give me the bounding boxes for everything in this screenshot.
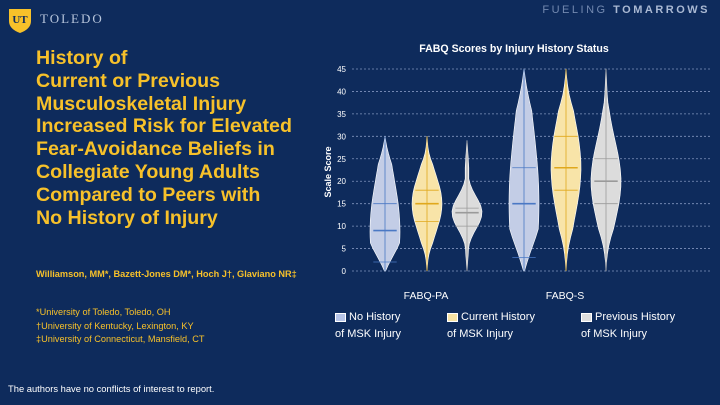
chart-legend: No History of MSK Injury Current History of… [330, 310, 720, 350]
y-tick-label: 30 [337, 132, 346, 141]
y-tick-label: 5 [342, 245, 347, 254]
title-line: Compared to Peers with [36, 183, 261, 206]
tagline: FUELING TOMARROWS [542, 4, 710, 16]
affiliation-line: *University of Toledo, Toledo, OH [36, 307, 171, 317]
authors: Williamson, MM*, Bazett-Jones DM*, Hoch … [36, 269, 297, 279]
title-line: Fear-Avoidance Beliefs in [36, 138, 275, 161]
legend-swatch [447, 313, 458, 322]
brand-name: TOLEDO [40, 11, 104, 26]
x-category-label: FABQ-S [546, 290, 585, 302]
y-tick-label: 20 [337, 177, 346, 186]
title-line: No History of Injury [36, 206, 218, 229]
y-tick-label: 35 [337, 110, 346, 119]
title-line: Musculoskeletal Injury [36, 92, 247, 115]
chart-title: FABQ Scores by Injury History Status [419, 43, 609, 55]
y-tick-label: 45 [337, 65, 346, 74]
header-bar: UT TOLEDO FUELING TOMARROWS [0, 0, 720, 34]
x-category-label: FABQ-PA [404, 290, 449, 302]
title-line: Collegiate Young Adults [36, 160, 260, 183]
disclosure-footer: The authors have no conflicts of interes… [8, 383, 215, 394]
title-line: Increased Risk for Elevated [36, 115, 292, 138]
title-line: History of [36, 47, 128, 69]
y-tick-label: 0 [342, 267, 347, 276]
legend-label-line1: Current History [461, 311, 535, 323]
y-tick-label: 15 [337, 200, 346, 209]
poster-title: History of Current or Previous Musculoskel… [36, 47, 326, 229]
legend-swatch [581, 313, 592, 322]
tagline-part1: FUELING [542, 4, 608, 16]
affiliation-line: †University of Kentucky, Lexington, KY [36, 320, 194, 331]
affiliation-line: ‡University of Connecticut, Mansfield, C… [36, 334, 205, 344]
violin-chart: FABQ Scores by Injury History Status Sca… [323, 43, 710, 302]
legend-label-line2: of MSK Injury [447, 328, 514, 340]
y-tick-label: 25 [337, 155, 346, 164]
title-line: Current or Previous [36, 69, 221, 92]
tagline-part2: TOMARROWS [613, 4, 710, 16]
legend-label-line1: No History [349, 311, 401, 323]
logo-text: UT [12, 14, 28, 26]
affiliations: *University of Toledo, Toledo, OH †Univer… [36, 306, 316, 347]
legend-label-line2: of MSK Injury [581, 328, 648, 340]
university-shield-logo: UT [9, 9, 31, 33]
legend-swatch [335, 313, 346, 322]
y-tick-label: 10 [337, 222, 346, 231]
legend-label-line1: Previous History [595, 311, 676, 323]
y-tick-label: 40 [337, 87, 346, 96]
legend-label-line2: of MSK Injury [335, 328, 402, 340]
y-axis-label: Scale Score [323, 146, 333, 197]
